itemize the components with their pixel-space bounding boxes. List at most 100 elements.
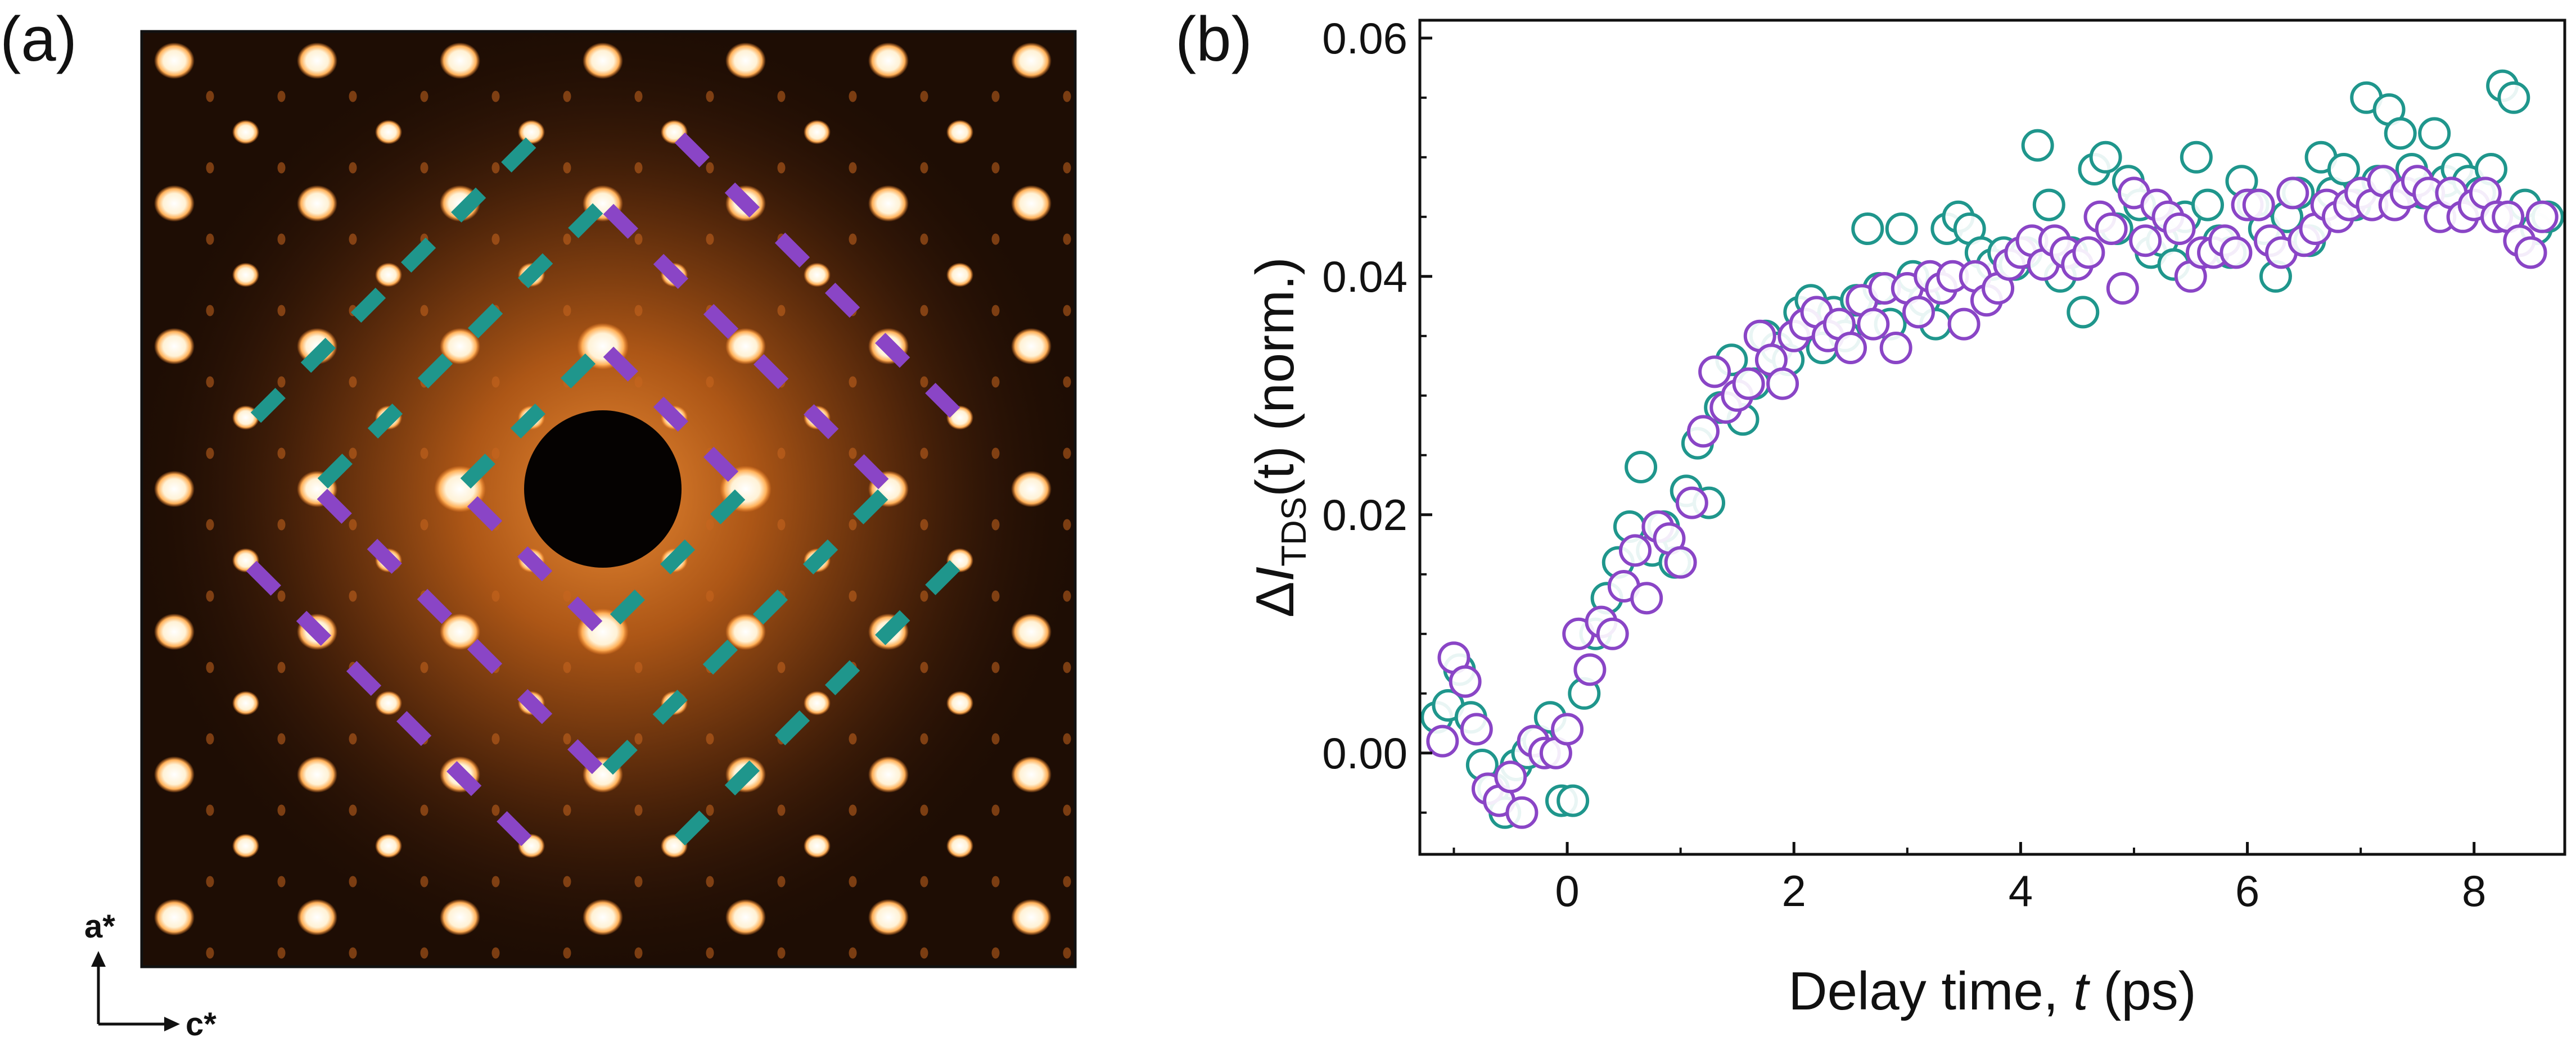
guide-dash [467, 303, 503, 339]
data-point [2191, 188, 2225, 221]
bragg-spot [868, 42, 909, 79]
data-point [2327, 153, 2360, 185]
weak-reflection [777, 947, 786, 959]
y-tick-label: 0.04 [1322, 252, 1407, 301]
bragg-spot [232, 691, 259, 716]
data-point [2180, 141, 2213, 174]
bragg-spot [804, 691, 831, 716]
weak-reflection [206, 876, 214, 887]
weak-reflection [849, 947, 857, 959]
y-axis-title: ΔITDS(t) (norm.) [1245, 257, 1314, 617]
data-point [2072, 236, 2105, 269]
bragg-spot [1011, 756, 1052, 793]
weak-reflection [349, 590, 357, 602]
ticks-layer: 0 2 4 6 8 0.00 0.02 0.04 0.06 [1322, 13, 2486, 916]
bragg-spot [868, 185, 909, 222]
weak-reflection [991, 876, 1000, 887]
data-point [1449, 665, 1482, 698]
weak-reflection [777, 162, 786, 174]
weak-reflection [1063, 162, 1071, 174]
weak-reflection [991, 590, 1000, 602]
reciprocal-axes-indicator: a* c* [84, 908, 216, 1043]
bragg-spot [154, 185, 195, 222]
bragg-spot [232, 262, 259, 287]
weak-reflection [563, 733, 571, 745]
x-tick-label: 4 [2009, 866, 2033, 916]
weak-reflection [206, 519, 214, 531]
data-point [1857, 307, 1890, 341]
data-point [1766, 367, 1799, 400]
series-2 [1426, 165, 2559, 829]
y-tick-label: 0.00 [1322, 728, 1407, 778]
weak-reflection [491, 947, 500, 959]
weak-reflection [349, 804, 357, 816]
weak-reflection [206, 590, 214, 602]
bragg-spot [375, 691, 402, 716]
bragg-spot [725, 613, 766, 650]
bragg-spot [1011, 328, 1052, 365]
bragg-spot [725, 42, 766, 79]
data-point [2219, 236, 2253, 269]
weak-reflection [849, 90, 857, 102]
data-point [1426, 724, 1459, 758]
weak-reflection [563, 305, 571, 316]
data-point [1619, 534, 1652, 567]
bragg-spot [1011, 42, 1052, 79]
weak-reflection [991, 305, 1000, 316]
data-point [2095, 212, 2128, 245]
bragg-spot [297, 185, 337, 222]
guide-dash [602, 740, 638, 775]
data-point [1885, 212, 1918, 245]
weak-reflection [277, 305, 286, 316]
guide-dash [824, 282, 860, 318]
weak-reflection [634, 947, 643, 959]
guide-dash [501, 137, 536, 173]
bragg-spot [946, 691, 973, 716]
bragg-spot [154, 756, 195, 793]
weak-reflection [277, 519, 286, 531]
weak-reflection [349, 376, 357, 388]
bragg-spot [946, 120, 973, 144]
weak-reflection [634, 876, 643, 887]
weak-reflection [920, 447, 928, 459]
bragg-spot [154, 470, 195, 508]
bragg-spot [375, 120, 402, 144]
bragg-spot [518, 120, 545, 144]
weak-reflection [1063, 447, 1071, 459]
bragg-spot [1011, 899, 1052, 936]
bragg-spot [583, 899, 623, 936]
weak-reflection [920, 90, 928, 102]
guide-dash [653, 253, 689, 289]
weak-reflection [777, 876, 786, 887]
weak-reflection [777, 90, 786, 102]
weak-reflection [491, 233, 500, 245]
weak-reflection [206, 733, 214, 745]
weak-reflection [277, 876, 286, 887]
weak-reflection [991, 233, 1000, 245]
y-tick-label: 0.06 [1322, 13, 1407, 63]
bragg-spot [154, 899, 195, 936]
weak-reflection [920, 305, 928, 316]
weak-reflection [277, 947, 286, 959]
weak-reflection [491, 376, 500, 388]
data-point [1630, 582, 1663, 615]
guide-dash [417, 588, 453, 624]
bragg-spot [946, 262, 973, 287]
guide-dash [567, 596, 603, 632]
weak-reflection [634, 376, 643, 388]
guide-dash [460, 454, 495, 489]
guide-dash [396, 710, 432, 746]
weak-reflection [706, 376, 714, 388]
weak-reflection [991, 447, 1000, 459]
x-tick-label: 8 [2462, 866, 2486, 916]
weak-reflection [1063, 662, 1071, 673]
bragg-spot [375, 834, 402, 858]
guide-dash [467, 639, 503, 674]
guide-dash [510, 403, 546, 439]
weak-reflection [991, 519, 1000, 531]
bragg-spot [804, 262, 831, 287]
weak-reflection [634, 233, 643, 245]
a-star-arrowhead [91, 951, 106, 967]
weak-reflection [349, 90, 357, 102]
weak-reflection [991, 733, 1000, 745]
